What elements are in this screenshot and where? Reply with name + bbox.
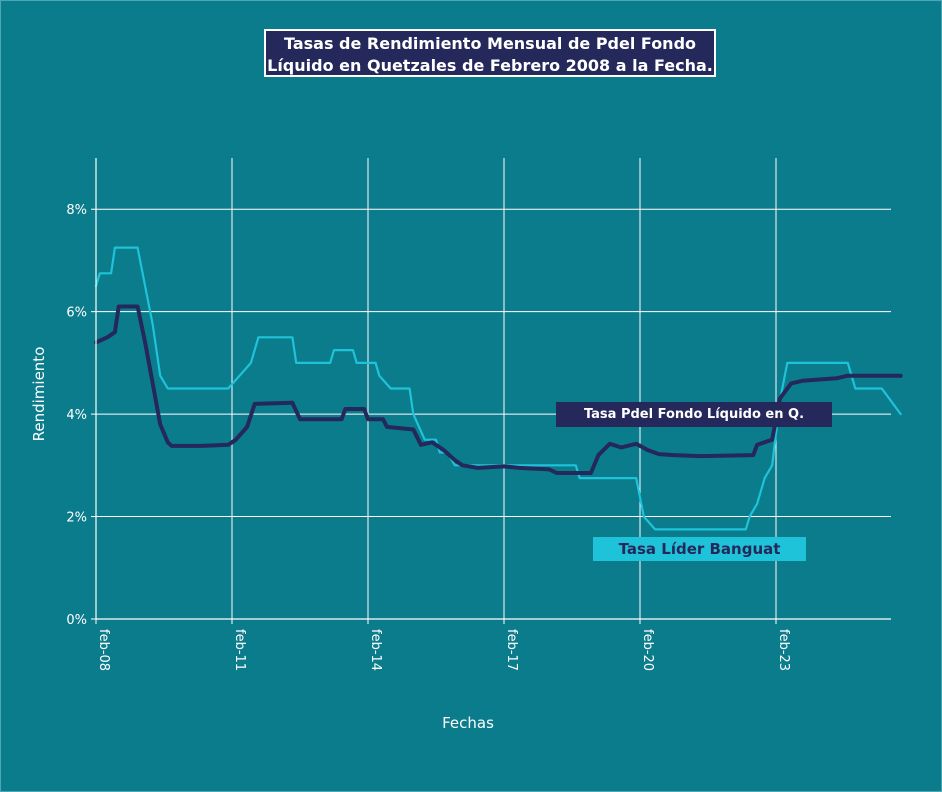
x-tick-label: feb-23 (776, 629, 791, 671)
axes: 0% 2% 4% 6% 8% feb-08 feb-11 feb-14 feb-17 feb-20… (66, 158, 891, 671)
series-line-banguat (94, 246, 902, 531)
y-tick-label: 0% (66, 613, 87, 628)
x-tick-label: feb-17 (504, 629, 519, 671)
x-tick-label: feb-20 (640, 629, 655, 671)
y-tick-label: 6% (66, 306, 87, 321)
x-tick-label: feb-11 (232, 629, 247, 671)
series-label-banguat: Tasa Líder Banguat (593, 537, 806, 561)
chart-title-line2: Líquido en Quetzales de Febrero 2008 a l… (267, 56, 713, 75)
x-tick-label: feb-14 (368, 629, 383, 671)
y-tick-label: 2% (66, 511, 87, 526)
chart-title: Tasas de Rendimiento Mensual de Pdel Fon… (264, 29, 716, 77)
series-lines (94, 246, 903, 531)
y-axis-title: Rendimiento (30, 347, 48, 442)
y-tick-label: 4% (66, 408, 87, 423)
x-tick-label: feb-08 (96, 629, 111, 671)
series-line-fondo (94, 304, 903, 475)
y-tick-label: 8% (66, 203, 87, 218)
x-axis-title: Fechas (442, 714, 494, 732)
series-label-fondo: Tasa Pdel Fondo Líquido en Q. (556, 402, 832, 427)
chart-title-line1: Tasas de Rendimiento Mensual de Pdel Fon… (283, 34, 697, 53)
